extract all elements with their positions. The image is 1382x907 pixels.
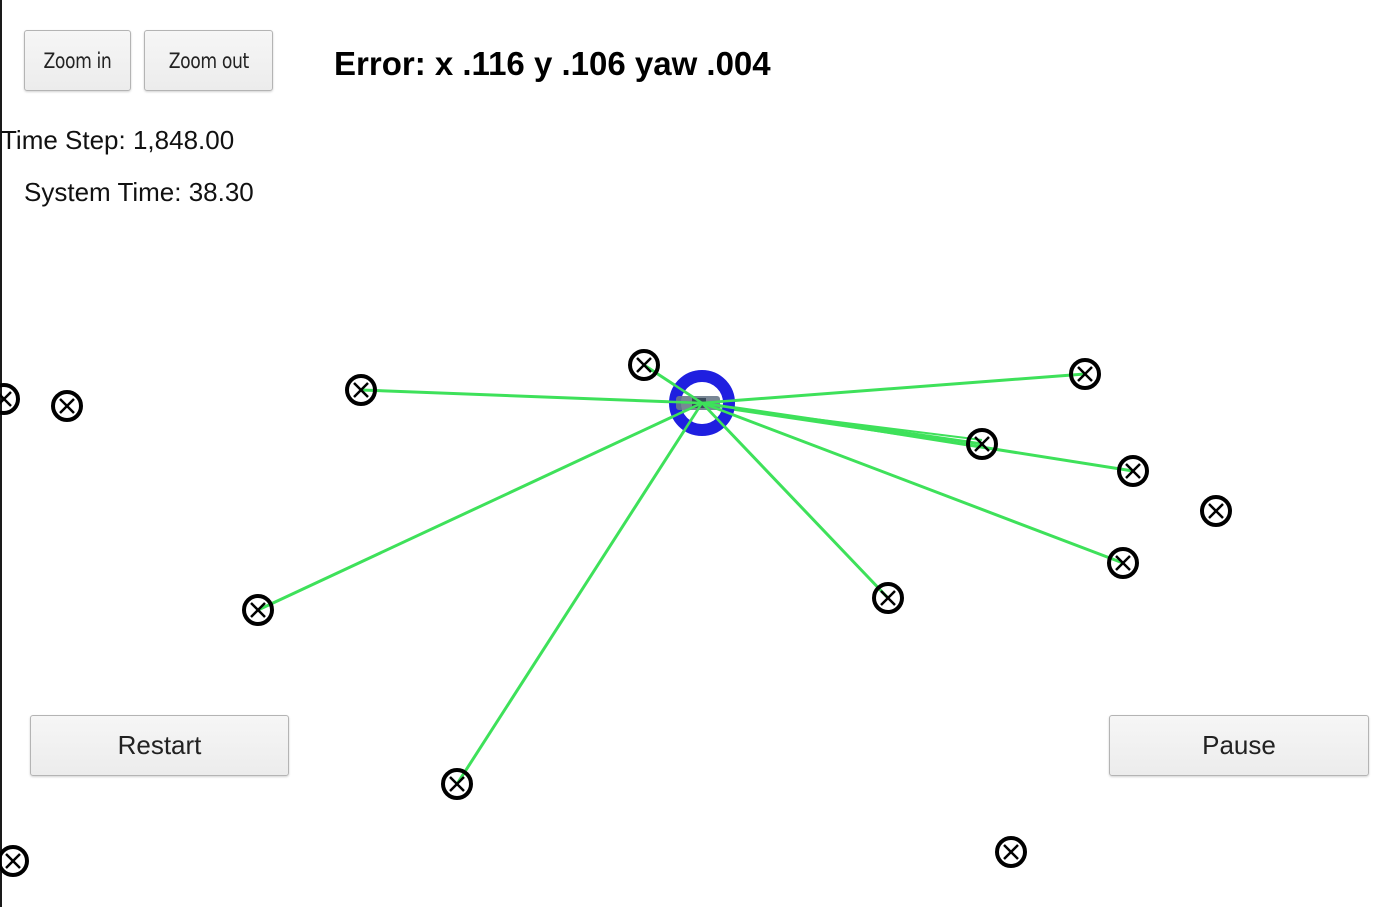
circled-x-icon: [51, 390, 83, 422]
observation-line: [701, 402, 727, 429]
observation-line: [701, 401, 735, 417]
circled-x-icon: [995, 836, 1027, 868]
pause-button[interactable]: Pause: [1109, 715, 1369, 776]
observation-line: [667, 400, 703, 405]
circled-x-icon: [242, 594, 274, 626]
landmarks: [0, 349, 1232, 877]
observation-line: [701, 372, 1086, 405]
circled-x-icon: [345, 374, 377, 406]
time-step-readout: Time Step: 1,848.00: [1, 125, 235, 155]
observation-lines: [257, 363, 1134, 785]
observation-line: [701, 401, 1124, 565]
vehicle-marker-icon: [667, 370, 736, 436]
observation-line: [672, 383, 703, 405]
circled-x-icon: [872, 582, 904, 614]
pause-label: Pause: [1202, 730, 1276, 760]
window-left-border: [0, 0, 2, 907]
circled-x-icon: [0, 845, 29, 877]
observation-line: [701, 404, 983, 441]
circled-x-icon: [966, 428, 998, 460]
observation-line: [257, 401, 703, 612]
circled-x-icon: [1117, 455, 1149, 487]
circled-x-icon: [1107, 547, 1139, 579]
circled-x-icon: [441, 768, 473, 800]
circled-x-icon: [0, 383, 20, 415]
zoom-in-label: Zoom in: [43, 48, 112, 73]
zoom-in-button[interactable]: Zoom in: [24, 30, 131, 91]
restart-button[interactable]: Restart: [30, 715, 289, 776]
system-time-readout: System Time: 38.30: [24, 177, 254, 207]
zoom-out-button[interactable]: Zoom out: [144, 30, 273, 91]
zoom-out-label: Zoom out: [168, 48, 249, 73]
observation-line: [682, 402, 704, 433]
observation-line: [670, 401, 703, 419]
restart-label: Restart: [117, 730, 202, 760]
observation-line: [360, 388, 703, 405]
observation-line: [701, 404, 985, 448]
circled-x-icon: [1200, 495, 1232, 527]
observation-line: [455, 402, 704, 785]
circled-x-icon: [628, 349, 660, 381]
circled-x-icon: [1069, 358, 1101, 390]
error-readout: Error: x .116 y .106 yaw .004: [334, 45, 771, 82]
observation-line: [700, 401, 890, 600]
